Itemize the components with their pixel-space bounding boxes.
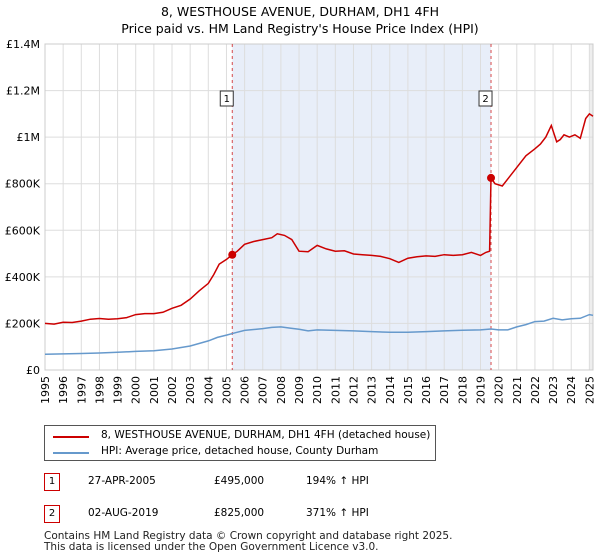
sale-hpi-change: 371% ↑ HPI <box>306 507 369 519</box>
legend-swatch-hpi <box>53 452 89 454</box>
x-tick-label: 2009 <box>293 376 306 404</box>
x-tick-label: 2006 <box>239 376 252 404</box>
y-tick-label: £600K <box>5 224 41 237</box>
sale-number-badge: 1 <box>44 473 60 491</box>
sale-marker-box <box>219 90 234 107</box>
x-tick-label: 2018 <box>456 376 469 404</box>
legend-swatch-property <box>53 436 89 438</box>
future-hatch-region <box>589 44 593 370</box>
chart-title: 8, WESTHOUSE AVENUE, DURHAM, DH1 4FH Pri… <box>0 3 600 37</box>
x-tick-label: 2013 <box>366 376 379 404</box>
x-tick-label: 2021 <box>511 376 524 404</box>
plot-frame <box>44 43 594 371</box>
x-tick-label: 2003 <box>184 376 197 404</box>
x-tick-label: 2002 <box>166 376 179 404</box>
footer-copyright: Contains HM Land Registry data © Crown c… <box>44 530 453 542</box>
legend-item-hpi: HPI: Average price, detached house, Coun… <box>45 444 435 460</box>
x-tick-label: 2012 <box>347 376 360 404</box>
x-tick-label: 1998 <box>93 376 106 404</box>
sale-row-1: 1 27-APR-2005 £495,000 194% ↑ HPI <box>44 473 444 491</box>
legend-label-hpi: HPI: Average price, detached house, Coun… <box>101 445 379 457</box>
legend-item-property: 8, WESTHOUSE AVENUE, DURHAM, DH1 4FH (de… <box>45 428 435 444</box>
y-tick-label: £1M <box>17 131 41 144</box>
x-tick-label: 2011 <box>329 376 342 404</box>
x-tick-label: 2025 <box>583 376 596 404</box>
x-tick-label: 2023 <box>547 376 560 404</box>
y-tick-label: £0 <box>26 364 40 377</box>
x-tick-label: 2024 <box>565 376 578 404</box>
sale-price: £825,000 <box>214 507 265 519</box>
sale-number-badge: 2 <box>44 505 60 523</box>
x-tick-label: 2005 <box>220 376 233 404</box>
x-tick-label: 2007 <box>257 376 270 404</box>
sale-marker-label: 1 <box>224 94 230 105</box>
x-tick-label: 2017 <box>438 376 451 404</box>
sale-row-2: 2 02-AUG-2019 £825,000 371% ↑ HPI <box>44 505 444 523</box>
x-tick-label: 2020 <box>493 376 506 404</box>
series-line-property <box>44 112 594 325</box>
x-tick-label: 1999 <box>112 376 125 404</box>
y-tick-label: £400K <box>5 271 41 284</box>
x-tick-label: 2014 <box>384 376 397 404</box>
sale-marker-label: 2 <box>482 94 488 105</box>
sale-date: 02-AUG-2019 <box>88 507 159 519</box>
chart-subtitle: Price paid vs. HM Land Registry's House … <box>121 21 479 36</box>
x-tick-label: 2004 <box>202 376 215 404</box>
x-tick-label: 1996 <box>57 376 70 404</box>
y-tick-label: £800K <box>5 178 41 191</box>
shaded-ownership-region <box>232 44 492 370</box>
sale-price: £495,000 <box>214 475 265 487</box>
sale-date: 27-APR-2005 <box>88 475 156 487</box>
series-line-hpi <box>44 313 594 355</box>
x-tick-label: 2000 <box>130 376 143 404</box>
legend: 8, WESTHOUSE AVENUE, DURHAM, DH1 4FH (de… <box>44 425 436 461</box>
x-tick-label: 2015 <box>402 376 415 404</box>
x-tick-label: 1995 <box>39 376 52 404</box>
x-tick-label: 2019 <box>474 376 487 404</box>
x-tick-label: 2022 <box>529 376 542 404</box>
y-tick-label: £1.4M <box>6 38 40 51</box>
x-tick-label: 2010 <box>311 376 324 404</box>
footer-licence: This data is licensed under the Open Gov… <box>44 541 379 553</box>
sale-hpi-change: 194% ↑ HPI <box>306 475 369 487</box>
y-tick-label: £200K <box>5 317 41 330</box>
legend-label-property: 8, WESTHOUSE AVENUE, DURHAM, DH1 4FH (de… <box>101 429 431 441</box>
footer: Contains HM Land Registry data © Crown c… <box>44 531 452 553</box>
x-tick-label: 2008 <box>275 376 288 404</box>
x-tick-label: 2001 <box>148 376 161 404</box>
y-tick-label: £1.2M <box>6 85 40 98</box>
chart-title-line: 8, WESTHOUSE AVENUE, DURHAM, DH1 4FH <box>160 4 440 19</box>
price-chart: £0 £200K £400K £600K £800K £1M £1.2M £1.4M 1995 1… <box>5 38 597 404</box>
x-tick-label: 1997 <box>75 376 88 404</box>
sale-marker-box <box>478 90 493 107</box>
sale-point <box>228 250 237 259</box>
sale-point <box>487 173 496 182</box>
x-tick-label: 2016 <box>420 376 433 404</box>
